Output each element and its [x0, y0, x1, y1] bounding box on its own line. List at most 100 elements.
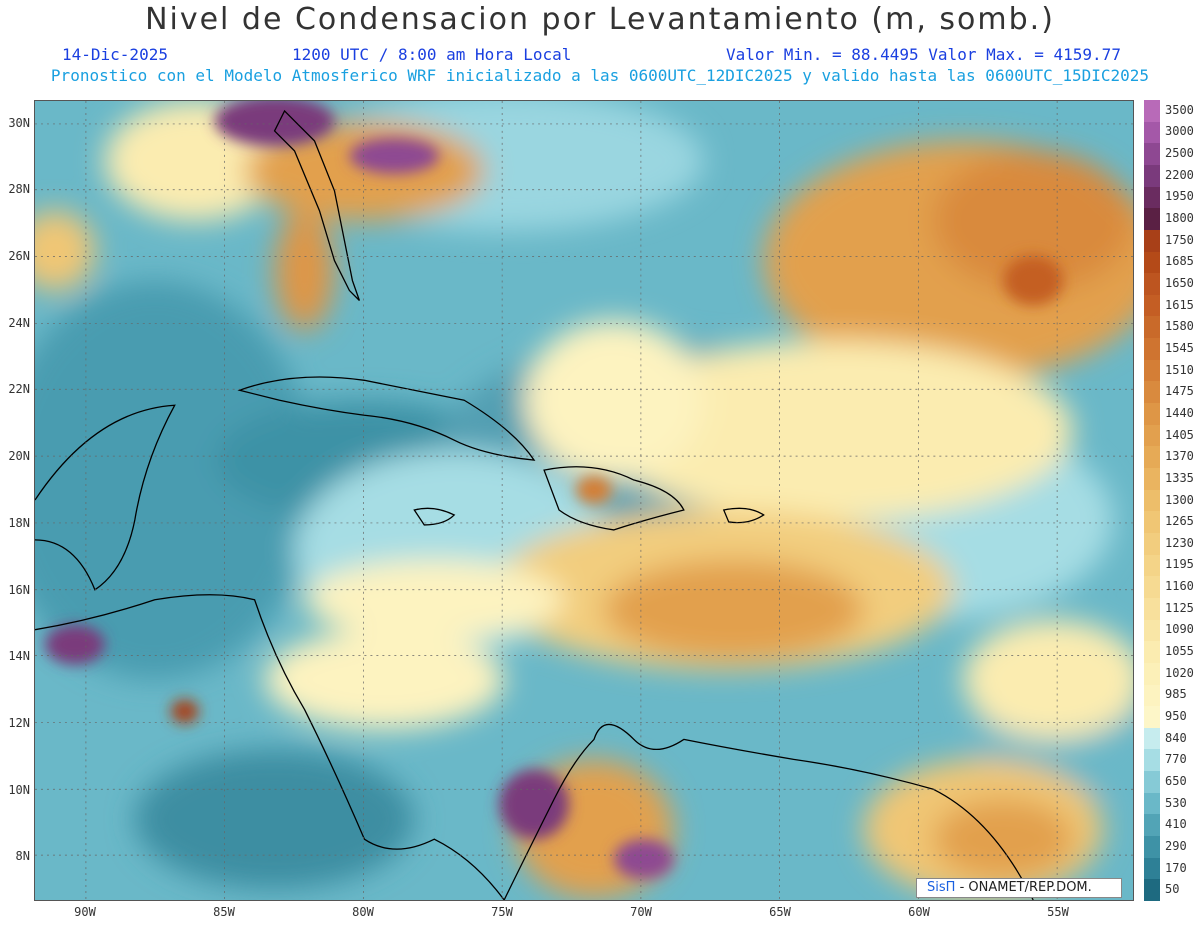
colorbar-swatch	[1144, 490, 1160, 512]
lat-label: 10N	[0, 783, 30, 797]
colorbar-swatch	[1144, 425, 1160, 447]
colorbar-swatch	[1144, 533, 1160, 555]
colorbar-swatch	[1144, 728, 1160, 750]
colorbar-level: 1580	[1165, 319, 1194, 333]
colorbar-level: 1475	[1165, 384, 1194, 398]
colorbar-level: 1800	[1165, 211, 1194, 225]
lat-label: 28N	[0, 182, 30, 196]
colorbar-swatch	[1144, 252, 1160, 274]
lat-label: 18N	[0, 516, 30, 530]
colorbar-swatch	[1144, 403, 1160, 425]
colorbar-swatch	[1144, 100, 1160, 122]
lat-label: 30N	[0, 116, 30, 130]
lon-label: 75W	[482, 905, 522, 919]
colorbar-level: 840	[1165, 731, 1187, 745]
colorbar-swatch	[1144, 836, 1160, 858]
colorbar-level: 950	[1165, 709, 1187, 723]
colorbar-level: 50	[1165, 882, 1179, 896]
colorbar-level: 170	[1165, 861, 1187, 875]
colorbar-swatch	[1144, 576, 1160, 598]
credit-box: SisΠ - ONAMET/REP.DOM.	[916, 878, 1122, 898]
colorbar-level: 1195	[1165, 557, 1194, 571]
colorbar-swatch	[1144, 446, 1160, 468]
colorbar-level: 1125	[1165, 601, 1194, 615]
colorbar-swatch	[1144, 620, 1160, 642]
colorbar-level: 290	[1165, 839, 1187, 853]
colorbar-swatch	[1144, 208, 1160, 230]
colorbar-swatch	[1144, 749, 1160, 771]
colorbar-level: 1545	[1165, 341, 1194, 355]
colorbar-swatch	[1144, 360, 1160, 382]
forecast-date: 14-Dic-2025	[62, 45, 168, 64]
colorbar-level: 1650	[1165, 276, 1194, 290]
colorbar-level: 650	[1165, 774, 1187, 788]
colorbar-level: 1335	[1165, 471, 1194, 485]
lat-label: 24N	[0, 316, 30, 330]
lon-label: 60W	[899, 905, 939, 919]
lat-label: 26N	[0, 249, 30, 263]
colorbar-level: 1300	[1165, 493, 1194, 507]
lat-label: 20N	[0, 449, 30, 463]
colorbar-swatch	[1144, 187, 1160, 209]
map-title: Nivel de Condensacion por Levantamiento …	[0, 2, 1200, 37]
colorbar-level: 530	[1165, 796, 1187, 810]
colorbar-level: 1685	[1165, 254, 1194, 268]
colorbar-swatch	[1144, 468, 1160, 490]
colorbar-level: 1405	[1165, 428, 1194, 442]
min-max-values: Valor Min. = 88.4495 Valor Max. = 4159.7…	[726, 45, 1121, 64]
model-info: Pronostico con el Modelo Atmosferico WRF…	[0, 66, 1200, 85]
colorbar-level: 3000	[1165, 124, 1194, 138]
lat-label: 16N	[0, 583, 30, 597]
lcl-map	[34, 100, 1134, 901]
colorbar-swatch	[1144, 663, 1160, 685]
colorbar-swatch	[1144, 230, 1160, 252]
colorbar-swatch	[1144, 273, 1160, 295]
lon-label: 85W	[204, 905, 244, 919]
colorbar-swatch	[1144, 879, 1160, 901]
colorbar-swatch	[1144, 143, 1160, 165]
forecast-time: 1200 UTC / 8:00 am Hora Local	[292, 45, 571, 64]
colorbar-level: 1950	[1165, 189, 1194, 203]
colorbar-swatch	[1144, 598, 1160, 620]
colorbar-level: 1230	[1165, 536, 1194, 550]
colorbar-swatch	[1144, 641, 1160, 663]
colorbar-level: 1090	[1165, 622, 1194, 636]
lon-label: 90W	[65, 905, 105, 919]
colorbar-level: 1370	[1165, 449, 1194, 463]
colorbar-level: 1020	[1165, 666, 1194, 680]
colorbar-level: 1160	[1165, 579, 1194, 593]
colorbar-level: 1440	[1165, 406, 1194, 420]
colorbar-level: 985	[1165, 687, 1187, 701]
colorbar-level: 3500	[1165, 103, 1194, 117]
colorbar-swatch	[1144, 122, 1160, 144]
colorbar-level: 770	[1165, 752, 1187, 766]
colorbar-level: 2200	[1165, 168, 1194, 182]
colorbar-swatch	[1144, 381, 1160, 403]
colorbar-swatch	[1144, 511, 1160, 533]
colorbar-level: 1615	[1165, 298, 1194, 312]
colorbar-swatch	[1144, 685, 1160, 707]
colorbar-swatch	[1144, 858, 1160, 880]
colorbar-swatch	[1144, 316, 1160, 338]
colorbar-level: 410	[1165, 817, 1187, 831]
credit-org: - ONAMET/REP.DOM.	[960, 880, 1092, 895]
colorbar-level: 1265	[1165, 514, 1194, 528]
colorbar-level: 2500	[1165, 146, 1194, 160]
colorbar-swatch	[1144, 555, 1160, 577]
lat-label: 8N	[0, 849, 30, 863]
colorbar-swatch	[1144, 338, 1160, 360]
lat-label: 22N	[0, 382, 30, 396]
colorbar-swatch	[1144, 165, 1160, 187]
colorbar-level: 1510	[1165, 363, 1194, 377]
lon-label: 70W	[621, 905, 661, 919]
colorbar-swatch	[1144, 706, 1160, 728]
colorbar-level: 1750	[1165, 233, 1194, 247]
colorbar-level: 1055	[1165, 644, 1194, 658]
sispi-logo: SisΠ	[927, 880, 955, 895]
lon-label: 65W	[760, 905, 800, 919]
lon-label: 80W	[343, 905, 383, 919]
lat-label: 14N	[0, 649, 30, 663]
colorbar-swatch	[1144, 814, 1160, 836]
lat-label: 12N	[0, 716, 30, 730]
colorbar-swatch	[1144, 295, 1160, 317]
